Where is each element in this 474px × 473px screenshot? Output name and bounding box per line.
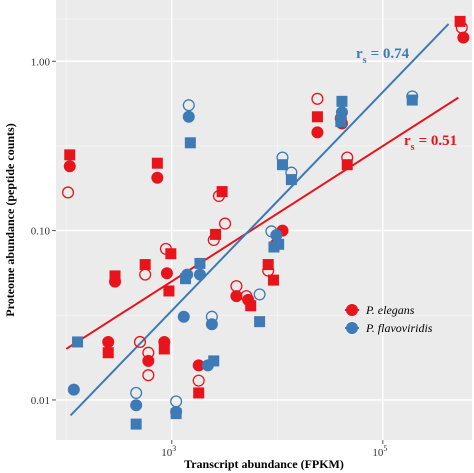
point-elegans-16 bbox=[160, 267, 173, 280]
legend-item-flavoviridis: P. flavoviridis bbox=[345, 321, 433, 335]
x-tick-label-1: 105 bbox=[372, 444, 387, 459]
point-elegans-46 bbox=[454, 15, 466, 27]
point-elegans-36 bbox=[267, 274, 279, 286]
point-elegans-14 bbox=[151, 171, 164, 184]
point-elegans-41 bbox=[311, 126, 324, 139]
point-flavoviridis-2 bbox=[130, 386, 143, 399]
legend: P. elegans P. flavoviridis bbox=[345, 303, 433, 335]
point-elegans-32 bbox=[245, 300, 257, 312]
point-flavoviridis-3 bbox=[130, 399, 143, 412]
point-elegans-48 bbox=[457, 31, 470, 44]
point-flavoviridis-15 bbox=[193, 268, 206, 281]
correlation-annotations: rs = 0.74 rs = 0.51 bbox=[356, 46, 457, 153]
point-elegans-7 bbox=[133, 335, 147, 349]
x-tick-label-0: 103 bbox=[161, 444, 176, 459]
point-elegans-12 bbox=[142, 369, 155, 382]
point-elegans-27 bbox=[207, 233, 220, 247]
fit-lines bbox=[65, 23, 459, 417]
grid bbox=[56, 0, 472, 440]
point-flavoviridis-29 bbox=[285, 174, 297, 186]
y-axis-title: Proteome abundance (peptide counts) bbox=[3, 123, 17, 316]
point-flavoviridis-12 bbox=[180, 273, 192, 285]
point-flavoviridis-32 bbox=[335, 116, 347, 128]
point-flavoviridis-9 bbox=[182, 110, 195, 123]
point-elegans-21 bbox=[192, 359, 205, 372]
point-elegans-11 bbox=[142, 354, 155, 367]
point-elegans-17 bbox=[163, 285, 175, 297]
point-flavoviridis-27 bbox=[276, 159, 288, 171]
point-elegans-4 bbox=[109, 275, 122, 288]
point-elegans-0 bbox=[64, 149, 76, 161]
point-flavoviridis-0 bbox=[67, 383, 80, 396]
point-elegans-2 bbox=[61, 186, 75, 199]
plot-background bbox=[56, 0, 472, 440]
point-flavoviridis-20 bbox=[253, 288, 266, 301]
legend-marker-elegans bbox=[346, 304, 358, 316]
legend-marker-flavoviridis bbox=[346, 322, 358, 334]
legend-label-elegans: P. elegans bbox=[365, 303, 415, 317]
fit-line-flavoviridis bbox=[69, 23, 450, 417]
point-elegans-20 bbox=[158, 343, 170, 355]
point-elegans-40 bbox=[311, 111, 323, 123]
point-elegans-34 bbox=[262, 259, 274, 271]
annotation-elegans: rs = 0.51 bbox=[404, 133, 457, 153]
y-tick-label-2: 1.00 bbox=[31, 56, 51, 68]
point-elegans-23 bbox=[193, 387, 205, 399]
point-flavoviridis-21 bbox=[254, 316, 266, 328]
x-axis-title: Transcript abundance (FPKM) bbox=[184, 457, 344, 471]
point-elegans-28 bbox=[219, 217, 232, 230]
point-flavoviridis-14 bbox=[194, 257, 206, 269]
data-points bbox=[61, 15, 470, 430]
point-elegans-6 bbox=[102, 347, 114, 359]
point-elegans-45 bbox=[341, 159, 353, 171]
point-flavoviridis-1 bbox=[72, 336, 84, 348]
point-flavoviridis-34 bbox=[406, 94, 418, 106]
legend-label-flavoviridis: P. flavoviridis bbox=[365, 321, 433, 335]
point-elegans-5 bbox=[102, 335, 115, 348]
point-elegans-8 bbox=[139, 259, 151, 271]
point-flavoviridis-8 bbox=[182, 99, 195, 112]
point-elegans-18 bbox=[165, 248, 177, 260]
point-flavoviridis-10 bbox=[184, 137, 196, 149]
point-flavoviridis-24 bbox=[270, 229, 283, 242]
point-elegans-1 bbox=[63, 160, 76, 173]
y-tick-label-1: 0.10 bbox=[31, 226, 51, 238]
point-elegans-9 bbox=[139, 268, 152, 281]
point-elegans-25 bbox=[216, 186, 228, 198]
legend-item-elegans: P. elegans bbox=[345, 303, 415, 317]
point-flavoviridis-19 bbox=[208, 355, 220, 367]
fit-line-elegans bbox=[65, 96, 459, 350]
point-elegans-30 bbox=[230, 290, 243, 303]
point-elegans-33 bbox=[242, 293, 255, 306]
point-flavoviridis-13 bbox=[177, 310, 190, 323]
axes: 103 105 0.01 0.10 1.00 bbox=[31, 56, 388, 459]
point-elegans-39 bbox=[311, 92, 324, 105]
point-flavoviridis-25 bbox=[273, 238, 285, 250]
point-flavoviridis-30 bbox=[336, 95, 348, 107]
point-flavoviridis-31 bbox=[335, 106, 348, 119]
point-flavoviridis-17 bbox=[205, 310, 218, 323]
y-tick-label-0: 0.01 bbox=[31, 395, 50, 407]
point-flavoviridis-7 bbox=[170, 408, 182, 420]
annotation-flavoviridis: rs = 0.74 bbox=[356, 46, 410, 66]
point-flavoviridis-4 bbox=[130, 418, 142, 430]
point-elegans-22 bbox=[192, 374, 205, 387]
point-elegans-13 bbox=[151, 157, 163, 169]
